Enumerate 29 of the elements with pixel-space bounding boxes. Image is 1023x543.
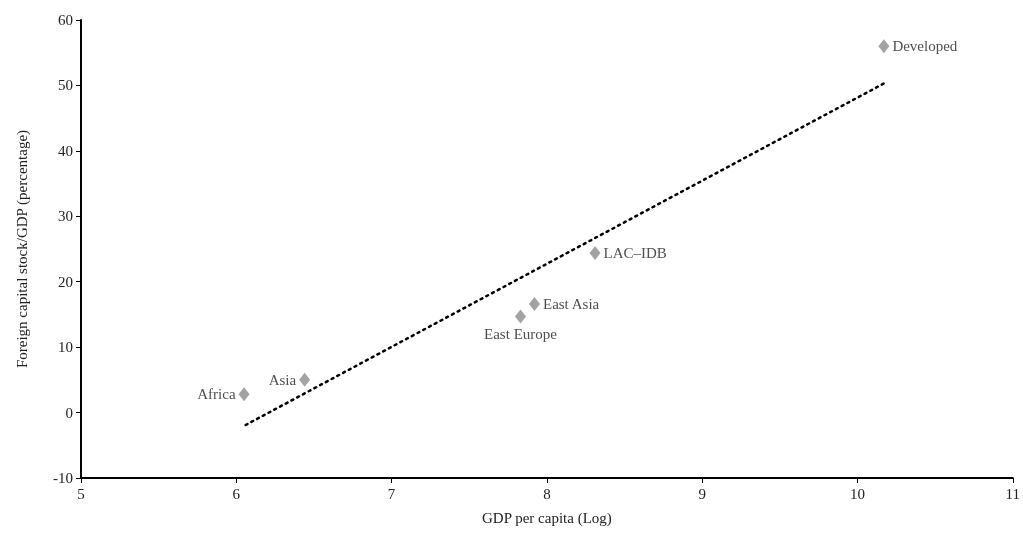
data-label: Africa bbox=[197, 386, 236, 403]
point bbox=[514, 309, 526, 324]
data-label: Asia bbox=[268, 371, 297, 388]
x-tick-label: 7 bbox=[387, 485, 396, 502]
x-tick-label: 10 bbox=[849, 485, 865, 502]
x-tick-label: 6 bbox=[232, 485, 241, 502]
x-tick-label: 8 bbox=[543, 485, 551, 502]
x-tick-label: 11 bbox=[1005, 485, 1020, 502]
y-tick-label: 20 bbox=[58, 273, 73, 290]
y-tick-label: 10 bbox=[58, 339, 73, 356]
point bbox=[238, 387, 250, 402]
y-tick-label: 0 bbox=[65, 404, 73, 421]
point bbox=[589, 245, 601, 260]
y-axis-title: Foreign capital stock/GDP (percentage) bbox=[13, 129, 31, 369]
x-axis-title: GDP per capita (Log) bbox=[481, 509, 612, 527]
point bbox=[528, 296, 540, 311]
y-tick-label: 60 bbox=[58, 12, 73, 28]
point bbox=[878, 39, 890, 54]
point bbox=[299, 372, 311, 387]
x-tick-label: 9 bbox=[698, 485, 706, 502]
x-tick-label: 5 bbox=[77, 485, 85, 502]
data-label: Developed bbox=[892, 38, 958, 55]
data-label: LAC–IDB bbox=[603, 244, 667, 261]
data-label: East Europe bbox=[484, 325, 558, 342]
y-tick-label: 30 bbox=[58, 208, 73, 225]
data-label: East Asia bbox=[542, 295, 600, 312]
y-tick-label: 50 bbox=[58, 77, 73, 94]
y-tick-label: -10 bbox=[53, 470, 73, 486]
y-tick-label: 40 bbox=[58, 142, 73, 159]
